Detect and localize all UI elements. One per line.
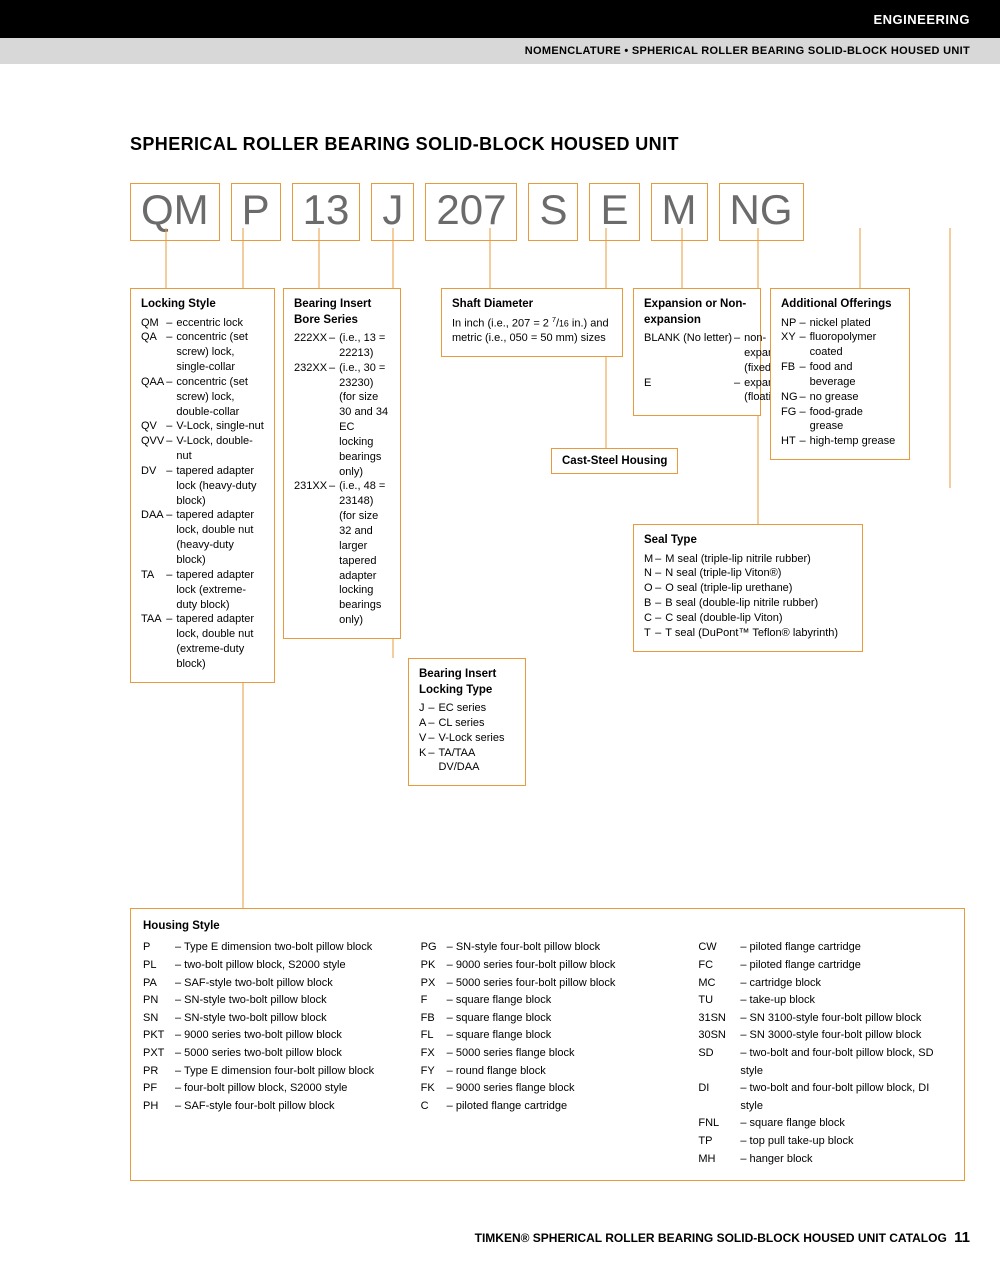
list-item: 31SN– SN 3100-style four-bolt pillow blo… (698, 1010, 952, 1028)
page-number: 11 (954, 1229, 970, 1246)
list-item: PH– SAF-style four-bolt pillow block (143, 1098, 397, 1116)
code-part-2: 13 (292, 183, 361, 241)
additional-box: Additional Offerings NP–nickel platedXY–… (770, 288, 910, 460)
list-item: 30SN– SN 3000-style four-bolt pillow blo… (698, 1027, 952, 1045)
list-item: C–C seal (double-lip Viton) (644, 611, 838, 626)
nomenclature-code-row: QMP13J207SEMNG (130, 183, 960, 241)
housing-style-title: Housing Style (143, 917, 952, 935)
code-part-1: P (231, 183, 281, 241)
list-item: CW– piloted flange cartridge (698, 939, 952, 957)
list-item: P– Type E dimension two-bolt pillow bloc… (143, 939, 397, 957)
locking-style-title: Locking Style (141, 297, 264, 313)
seal-type-title: Seal Type (644, 533, 852, 549)
code-part-3: J (371, 183, 414, 241)
code-part-0: QM (130, 183, 220, 241)
list-item: QVV–V-Lock, double-nut (141, 434, 264, 464)
breadcrumb: NOMENCLATURE • SPHERICAL ROLLER BEARING … (525, 45, 970, 57)
code-part-4: 207 (425, 183, 517, 241)
list-item: DV–tapered adapter lock (heavy-duty bloc… (141, 464, 264, 509)
cast-steel-label: Cast-Steel Housing (562, 455, 667, 467)
header-black-bar: ENGINEERING (0, 0, 1000, 38)
list-item: 222XX–(i.e., 13 = 22213) (294, 331, 390, 361)
list-item: PL– two-bolt pillow block, S2000 style (143, 957, 397, 975)
list-item: 231XX–(i.e., 48 = 23148) (for size 32 an… (294, 479, 390, 627)
housing-style-box: Housing Style P– Type E dimension two-bo… (130, 908, 965, 1181)
list-item: A–CL series (419, 716, 515, 731)
list-item: PN– SN-style two-bolt pillow block (143, 992, 397, 1010)
list-item: FL– square flange block (421, 1027, 675, 1045)
list-item: DAA–tapered adapter lock, double nut (he… (141, 508, 264, 567)
list-item: O–O seal (triple-lip urethane) (644, 581, 838, 596)
code-part-8: NG (719, 183, 804, 241)
cast-steel-box: Cast-Steel Housing (551, 448, 678, 474)
code-part-5: S (528, 183, 578, 241)
list-item: PX– 5000 series four-bolt pillow block (421, 975, 675, 993)
list-item: MC– cartridge block (698, 975, 952, 993)
list-item: MH– hanger block (698, 1151, 952, 1169)
list-item: PG– SN-style four-bolt pillow block (421, 939, 675, 957)
list-item: PA– SAF-style two-bolt pillow block (143, 975, 397, 993)
list-item: HT–high-temp grease (781, 434, 899, 449)
list-item: K–TA/TAA DV/DAA (419, 746, 515, 776)
list-item: NP–nickel plated (781, 316, 899, 331)
expansion-box: Expansion or Non-expansion BLANK (No let… (633, 288, 761, 416)
footer: TIMKEN® SPHERICAL ROLLER BEARING SOLID-B… (475, 1229, 970, 1246)
list-item: PK– 9000 series four-bolt pillow block (421, 957, 675, 975)
list-item: N–N seal (triple-lip Viton®) (644, 566, 838, 581)
locking-type-box: Bearing Insert Locking Type J–EC seriesA… (408, 658, 526, 786)
shaft-diameter-title: Shaft Diameter (452, 297, 612, 313)
list-item: FB–food and beverage (781, 360, 899, 390)
list-item: SN– SN-style two-bolt pillow block (143, 1010, 397, 1028)
seal-type-box: Seal Type M–M seal (triple-lip nitrile r… (633, 524, 863, 652)
shaft-diameter-box: Shaft Diameter In inch (i.e., 207 = 2 7/… (441, 288, 623, 357)
list-item: QAA–concentric (set screw) lock, double-… (141, 375, 264, 420)
page-title: SPHERICAL ROLLER BEARING SOLID-BLOCK HOU… (130, 134, 960, 155)
list-item: PR– Type E dimension four-bolt pillow bl… (143, 1063, 397, 1081)
list-item: FK– 9000 series flange block (421, 1080, 675, 1098)
list-item: FG–food-grade grease (781, 405, 899, 435)
list-item: TU– take-up block (698, 992, 952, 1010)
list-item: T–T seal (DuPont™ Teflon® labyrinth) (644, 626, 838, 641)
list-item: NG–no grease (781, 390, 899, 405)
list-item: DI– two-bolt and four-bolt pillow block,… (698, 1080, 952, 1115)
list-item: QV–V-Lock, single-nut (141, 419, 264, 434)
list-item: PXT– 5000 series two-bolt pillow block (143, 1045, 397, 1063)
list-item: J–EC series (419, 701, 515, 716)
list-item: F– square flange block (421, 992, 675, 1010)
list-item: PF– four-bolt pillow block, S2000 style (143, 1080, 397, 1098)
expansion-title: Expansion or Non-expansion (644, 297, 750, 328)
list-item: TAA–tapered adapter lock, double nut (ex… (141, 612, 264, 671)
content-area: SPHERICAL ROLLER BEARING SOLID-BLOCK HOU… (0, 64, 1000, 241)
list-item: FNL– square flange block (698, 1115, 952, 1133)
list-item: XY–fluoropolymer coated (781, 330, 899, 360)
bore-series-title: Bearing Insert Bore Series (294, 297, 390, 328)
list-item: SD– two-bolt and four-bolt pillow block,… (698, 1045, 952, 1080)
list-item: V–V-Lock series (419, 731, 515, 746)
list-item: TA–tapered adapter lock (extreme-duty bl… (141, 568, 264, 613)
list-item: FB– square flange block (421, 1010, 675, 1028)
header-gray-bar: NOMENCLATURE • SPHERICAL ROLLER BEARING … (0, 38, 1000, 64)
bore-series-box: Bearing Insert Bore Series 222XX–(i.e., … (283, 288, 401, 639)
list-item: FX– 5000 series flange block (421, 1045, 675, 1063)
list-item: FY– round flange block (421, 1063, 675, 1081)
list-item: PKT– 9000 series two-bolt pillow block (143, 1027, 397, 1045)
engineering-label: ENGINEERING (873, 12, 970, 27)
list-item: M–M seal (triple-lip nitrile rubber) (644, 552, 838, 567)
list-item: B–B seal (double-lip nitrile rubber) (644, 596, 838, 611)
code-part-6: E (589, 183, 639, 241)
list-item: TP– top pull take-up block (698, 1133, 952, 1151)
additional-title: Additional Offerings (781, 297, 899, 313)
list-item: QA–concentric (set screw) lock, single-c… (141, 330, 264, 375)
list-item: FC– piloted flange cartridge (698, 957, 952, 975)
footer-text: TIMKEN® SPHERICAL ROLLER BEARING SOLID-B… (475, 1231, 947, 1245)
list-item: 232XX–(i.e., 30 = 23230) (for size 30 an… (294, 361, 390, 480)
shaft-diameter-text: In inch (i.e., 207 = 2 7/16 in.) and met… (452, 316, 612, 346)
code-part-7: M (651, 183, 708, 241)
list-item: QM–eccentric lock (141, 316, 264, 331)
list-item: C– piloted flange cartridge (421, 1098, 675, 1116)
locking-type-title: Bearing Insert Locking Type (419, 667, 515, 698)
locking-style-box: Locking Style QM–eccentric lockQA–concen… (130, 288, 275, 683)
